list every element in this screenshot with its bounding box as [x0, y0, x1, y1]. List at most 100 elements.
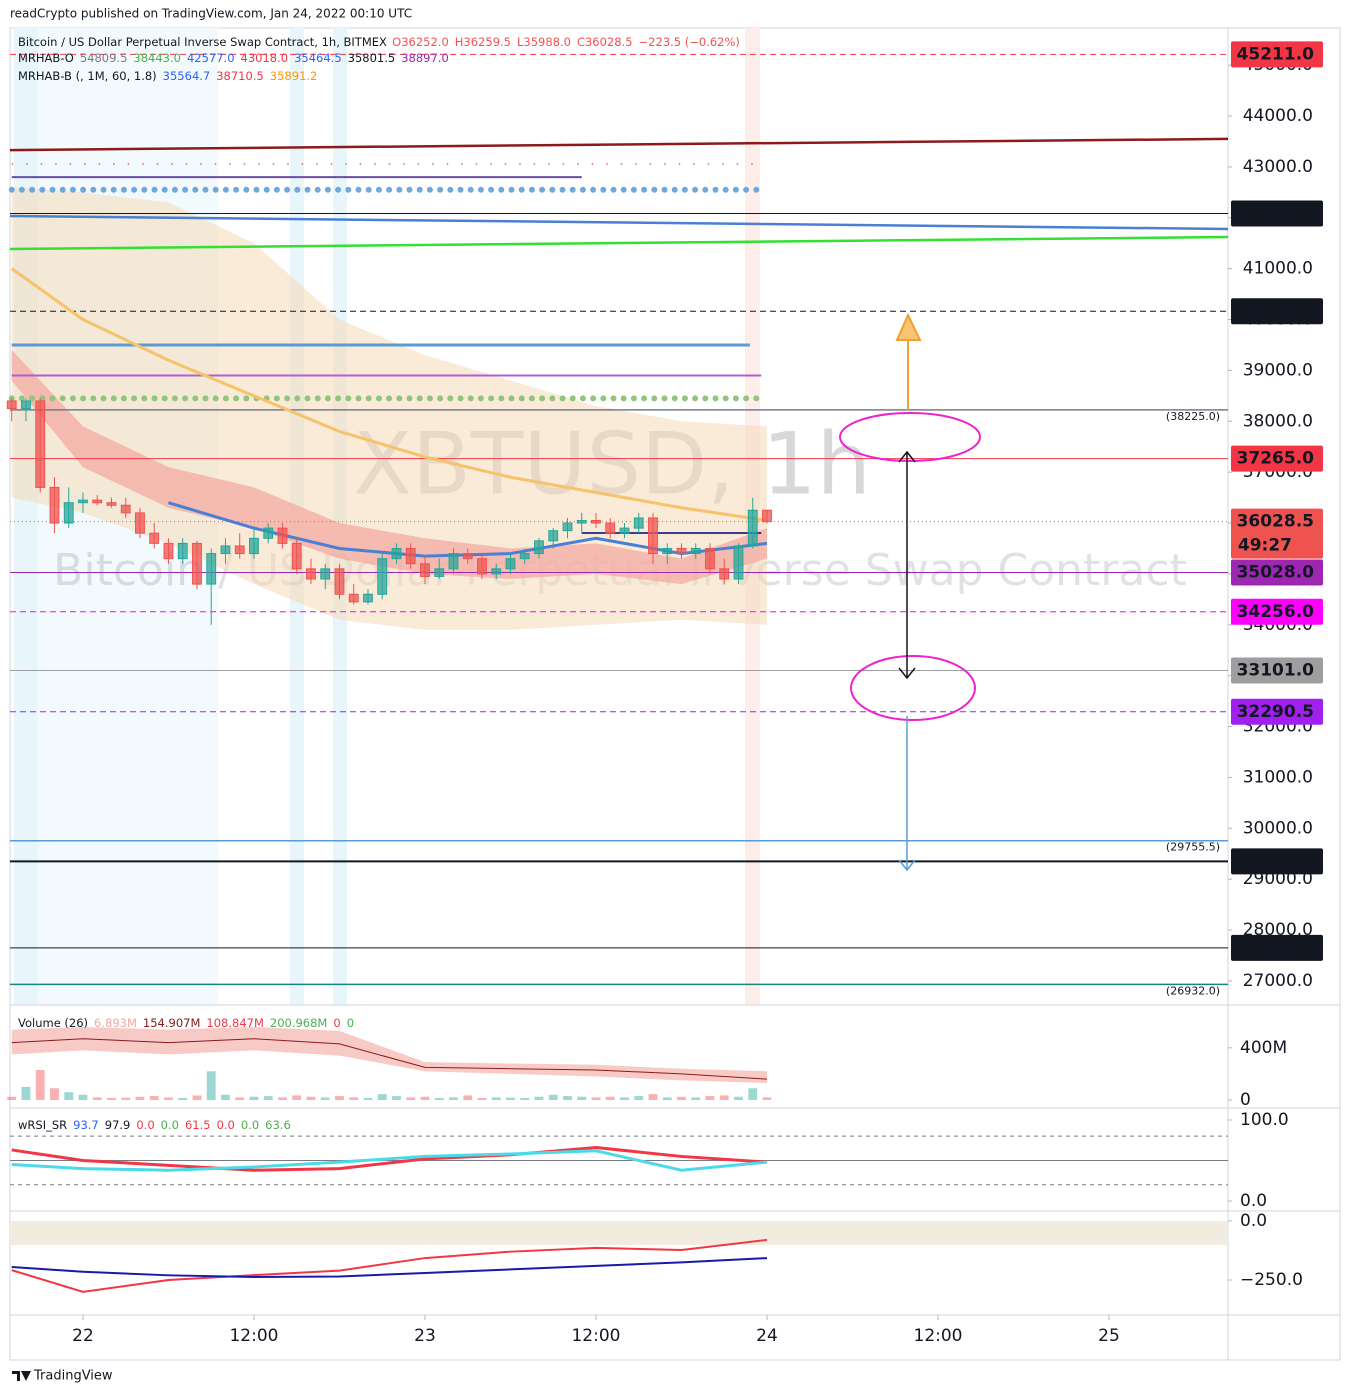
volume-bar	[35, 1070, 45, 1100]
candle-body	[662, 547, 673, 555]
candle-body	[320, 568, 331, 580]
volume-bar	[221, 1094, 230, 1100]
y-tick-label: −250.0	[1240, 1270, 1303, 1290]
legend-item: Volume (26)	[18, 1016, 88, 1030]
legend-item: 0	[347, 1016, 354, 1030]
y-tick-label: 400M	[1240, 1038, 1287, 1058]
candle-body	[690, 547, 701, 555]
candle-body	[220, 545, 231, 555]
y-tick-label: 44000.0	[1243, 106, 1313, 126]
legend-item: 154.907M	[143, 1016, 200, 1030]
volume-bar	[78, 1094, 88, 1100]
candle-body	[206, 553, 217, 585]
candle-body	[6, 400, 17, 410]
price-label: 37265.0	[1237, 449, 1315, 469]
band	[11, 187, 767, 630]
countdown: 49:27	[1238, 536, 1292, 556]
volume-bar	[477, 1098, 487, 1100]
price-label-box	[1231, 41, 1323, 68]
volume-bar	[178, 1098, 188, 1100]
candle-body	[676, 547, 687, 555]
volume-bar	[349, 1097, 359, 1100]
volume-bar	[206, 1071, 216, 1100]
candle-body	[505, 558, 516, 570]
volume-bar	[64, 1092, 74, 1100]
legend-item: 108.847M	[206, 1016, 263, 1030]
legend-item: 0.0	[161, 1118, 179, 1132]
circle-mark	[839, 412, 981, 462]
price-label: 29350.0	[1237, 851, 1315, 871]
legend-item: H36259.5	[455, 35, 511, 49]
volume-bar	[677, 1096, 686, 1100]
candle-body	[306, 568, 316, 580]
volume-bar	[591, 1097, 601, 1100]
y-tick-label: 38000.0	[1243, 411, 1313, 431]
candle-body	[591, 519, 601, 524]
volume-bar	[662, 1097, 672, 1100]
legend-item: L35988.0	[517, 35, 571, 49]
volume-bar	[463, 1095, 473, 1100]
legend-item: 35564.7	[163, 69, 211, 83]
legend-item: MRHAB-B (, 1M, 60, 1.8)	[18, 69, 157, 83]
trend-line	[9, 235, 1229, 251]
y-tick-label: 0.0	[1240, 1191, 1267, 1211]
candle-body	[135, 512, 145, 534]
volume-bar	[406, 1097, 416, 1100]
volume-bar	[21, 1086, 31, 1100]
legend: Volume (26) 6.893M 154.907M 108.847M 200.968…	[18, 1016, 354, 1030]
price-label: 34256.0	[1237, 602, 1315, 622]
legend-item: 0.0	[136, 1118, 154, 1132]
candle-body	[519, 553, 530, 560]
legend-item: 38710.5	[216, 69, 264, 83]
candle-body	[92, 499, 103, 504]
candle-body	[49, 486, 60, 524]
volume-bar	[377, 1094, 387, 1100]
rsi-line	[11, 1149, 768, 1172]
candle-body	[363, 593, 373, 603]
volume-bar	[107, 1098, 116, 1100]
legend-item: 63.6	[265, 1118, 291, 1132]
legend: MRHAB-B (, 1M, 60, 1.8) 35564.7 38710.5 358…	[18, 69, 317, 83]
frame	[9, 27, 1341, 1361]
moving-average	[10, 267, 768, 522]
arrow-up	[895, 312, 922, 410]
volume-bar	[7, 1096, 17, 1100]
legend-item: 43018.0	[241, 51, 289, 65]
volume-bar	[563, 1096, 572, 1100]
price-label: 32290.5	[1237, 702, 1314, 722]
volume-bar	[534, 1096, 544, 1100]
volume-bar	[520, 1098, 530, 1100]
y-tick-label: 39000.0	[1243, 360, 1313, 380]
candle-body	[192, 542, 202, 585]
volume-bar	[135, 1096, 145, 1100]
price-label: 40163.5	[1237, 301, 1314, 321]
candle-body	[548, 530, 559, 542]
volume-bar	[235, 1097, 245, 1100]
session-highlight	[14, 28, 38, 1005]
volume-bar	[705, 1096, 715, 1100]
x-tick-label: 22	[72, 1326, 94, 1346]
legend-item: 35801.5	[348, 51, 396, 65]
legend-item: 200.968M	[270, 1016, 327, 1030]
volume-bar	[577, 1096, 587, 1100]
volume-bar	[149, 1096, 159, 1100]
plot: (38225.0)(29755.5)(26932.0) 27000.028000.…	[6, 35, 1323, 1346]
cci-line	[11, 1238, 768, 1293]
candle-body	[633, 517, 644, 529]
y-tick-label: 30000.0	[1243, 818, 1313, 838]
candle-body	[234, 545, 245, 555]
volume-bar	[734, 1096, 743, 1100]
candle-body	[391, 547, 402, 560]
legend-item: wRSI_SR	[18, 1118, 67, 1132]
y-tick-label: 27000.0	[1243, 971, 1313, 991]
volume-bar	[634, 1096, 644, 1100]
candle-body	[705, 547, 715, 570]
cci-band	[10, 1220, 1228, 1246]
candle-body	[35, 400, 46, 488]
y-tick-label: 41000.0	[1243, 259, 1313, 279]
candle-body	[405, 547, 416, 565]
annotations	[839, 312, 981, 872]
candle-body	[120, 504, 131, 514]
candle-body	[619, 527, 630, 534]
logo	[12, 1371, 31, 1381]
